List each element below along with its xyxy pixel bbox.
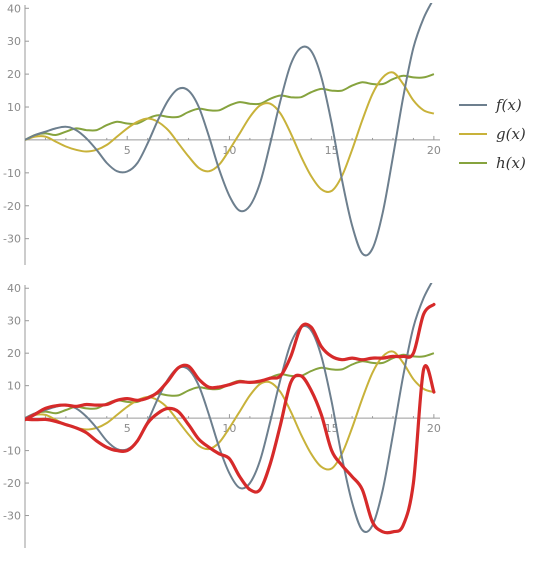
top-y-tick-label: -20 xyxy=(3,200,21,213)
top-y-tick-label: 30 xyxy=(7,35,21,48)
top-y-tick-label: -10 xyxy=(3,167,21,180)
top-y-tick-label: 20 xyxy=(7,68,21,81)
bottom-x-tick-label: 20 xyxy=(427,422,441,435)
top-series-f-line xyxy=(25,3,433,257)
legend-label-g: g(x) xyxy=(496,125,526,143)
bottom-series-f-line xyxy=(25,283,433,534)
top-x-tick-label: 5 xyxy=(124,144,131,157)
bottom-y-tick-label: 10 xyxy=(7,380,21,393)
top-y-tick-label: -30 xyxy=(3,233,21,246)
bottom-red-trace-2 xyxy=(25,364,436,535)
bottom-y-tick-label: -20 xyxy=(3,477,21,490)
bottom-x-tick-label: 5 xyxy=(124,422,131,435)
bottom-y-tick-label: 20 xyxy=(7,347,21,360)
legend: f(x) g(x) h(x) xyxy=(459,96,526,172)
top-y-tick-label: 10 xyxy=(7,101,21,114)
top-series-g-line xyxy=(25,71,435,194)
bottom-series-g-line xyxy=(25,350,435,471)
top-series-h-line xyxy=(25,73,435,141)
bottom-y-tick-label: 30 xyxy=(7,315,21,328)
bottom-red-trace-1 xyxy=(25,302,436,422)
legend-label-h: h(x) xyxy=(496,154,526,172)
bottom-y-tick-label: -30 xyxy=(3,510,21,523)
bottom-y-tick-label: 40 xyxy=(7,282,21,295)
legend-label-f: f(x) xyxy=(495,96,522,114)
top-x-tick-label: 20 xyxy=(427,144,441,157)
top-y-tick-label: 40 xyxy=(7,2,21,15)
bottom-y-tick-label: -10 xyxy=(3,445,21,458)
